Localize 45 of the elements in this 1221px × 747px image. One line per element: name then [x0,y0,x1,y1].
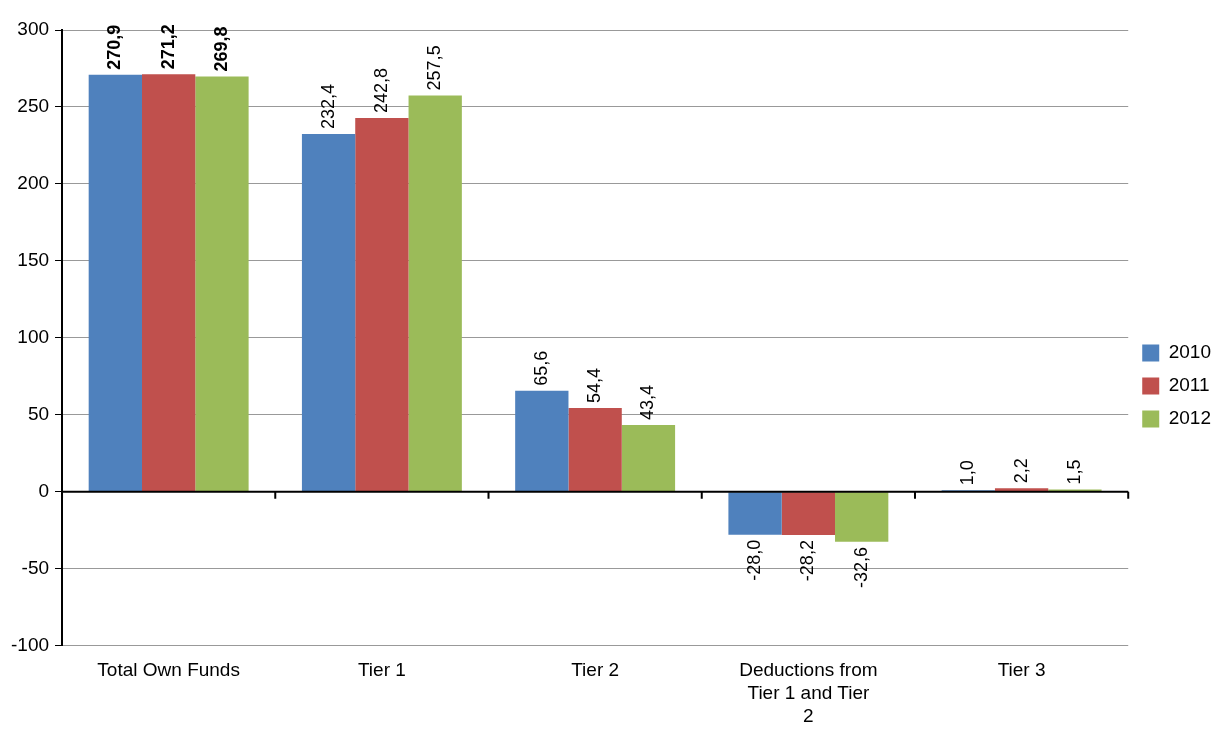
data-label: 270,9 [104,24,125,70]
y-tick-label: 250 [17,95,50,117]
data-label: -28,2 [797,540,818,582]
data-label: 232,4 [317,83,338,130]
data-label: 271,2 [157,24,178,70]
data-label: 2,2 [1010,458,1031,484]
bar [408,95,462,492]
bar [568,407,622,492]
bar [781,492,836,536]
data-label: 1,5 [1063,459,1084,485]
legend-label: 2010 [1168,341,1212,363]
x-tick-label: Tier 2 [571,659,620,681]
x-tick-label: Tier 1 [357,659,406,681]
y-tick-label: 100 [17,326,50,348]
bar [195,76,249,492]
bar [621,424,676,492]
data-label: 65,6 [530,350,551,386]
data-label: 54,4 [584,367,605,403]
data-label: 1,0 [957,460,978,486]
legend-label: 2011 [1168,374,1210,396]
x-tick-label: Total Own Funds [97,659,240,681]
y-tick-label: -50 [21,556,50,578]
y-tick-label: 300 [17,18,50,40]
bar [355,118,409,492]
y-tick-label: -100 [11,633,50,655]
x-tick-label: Tier 3 [997,659,1046,681]
bar [141,74,196,492]
y-tick-label: 0 [38,479,50,501]
data-label: -28,0 [744,539,765,581]
bar [88,74,142,492]
data-label: 242,8 [370,67,391,114]
bar [728,492,782,535]
y-tick-label: 150 [17,249,50,271]
y-tick-label: 50 [27,402,50,424]
bar [515,390,569,492]
bar [994,488,1049,492]
x-tick-label: Deductions from Tier 1 and Tier 2 [739,659,878,726]
data-label: -32,6 [850,546,871,588]
data-label: 43,4 [637,384,658,420]
bar [301,134,356,492]
data-label: 269,8 [210,26,231,72]
data-label: 257,5 [424,45,445,91]
legend-label: 2012 [1168,407,1212,429]
y-tick-label: 200 [17,172,50,194]
bar [835,492,889,542]
